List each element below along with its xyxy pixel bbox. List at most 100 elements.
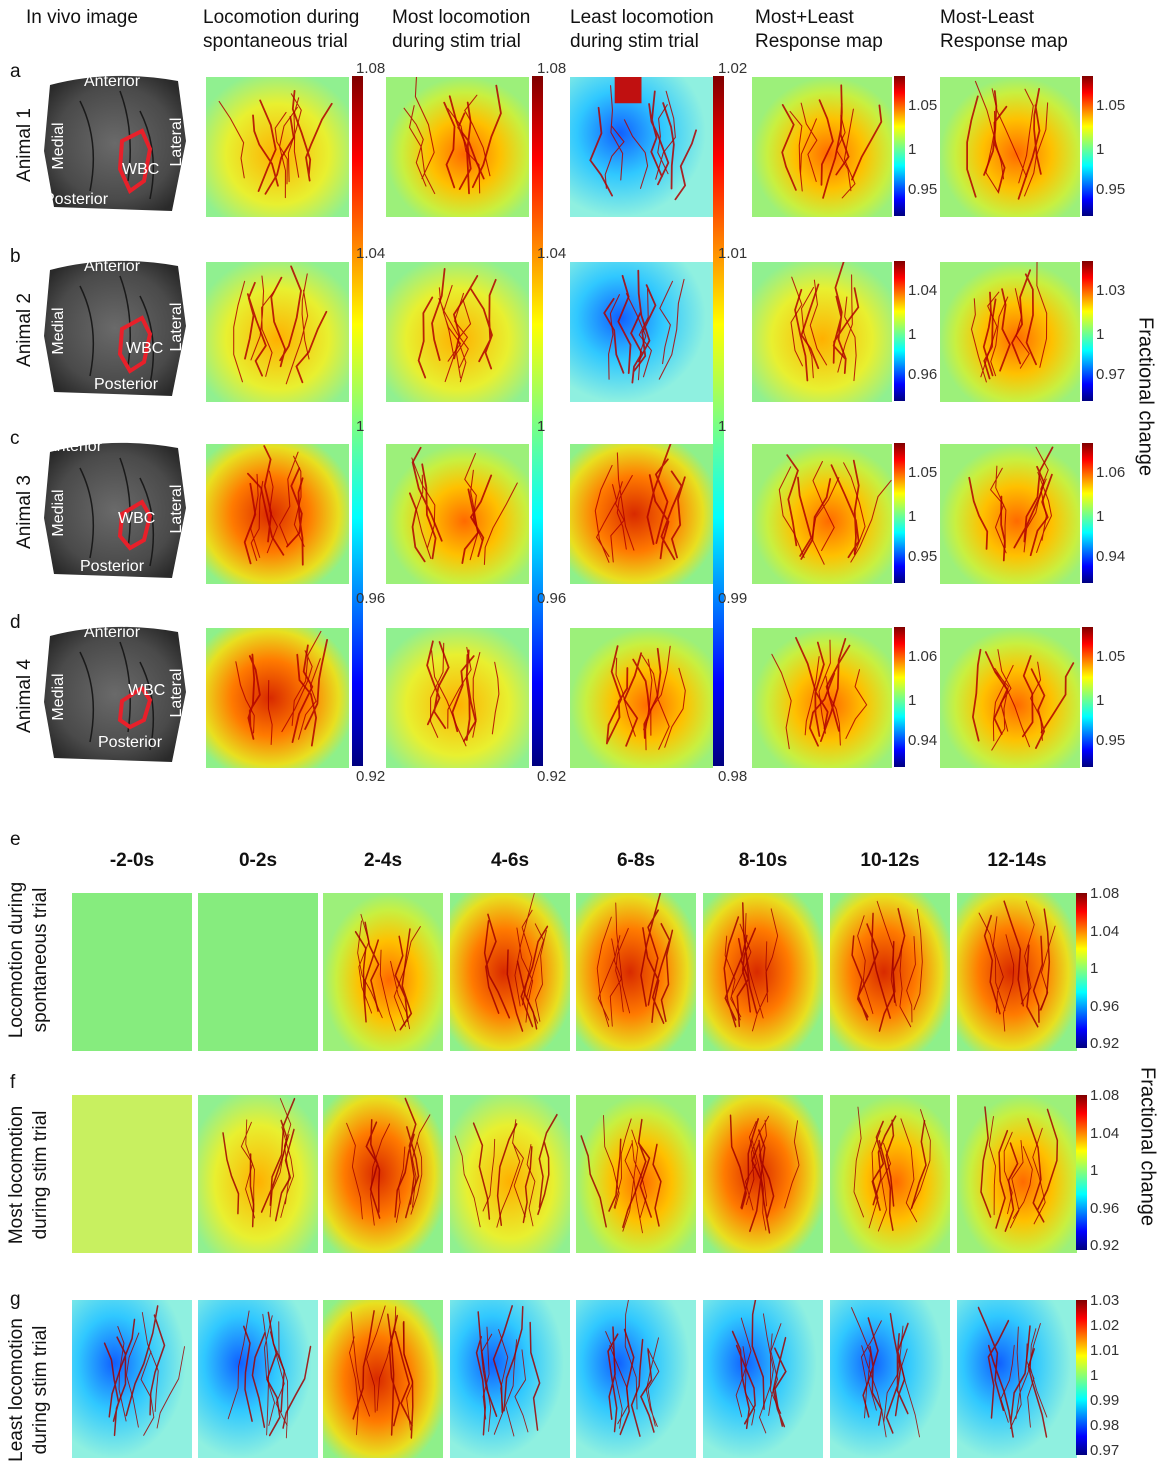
map-most-plus-least-4: [752, 628, 892, 768]
colorbar-mml-1-tick: 0.95: [1096, 181, 1126, 198]
fractional-change-label-top: Fractional change: [1134, 317, 1157, 476]
map-most-2: [386, 262, 529, 402]
colorbar_least-tick: 0.98: [718, 768, 748, 785]
colorbar_e-tick: 1: [1090, 960, 1099, 977]
time-label-5: 8-10s: [738, 850, 788, 871]
panel-letter-a: a: [10, 61, 21, 82]
colorbar_spont-tick: 0.96: [356, 590, 386, 607]
timeseries-map-e-0: [72, 893, 192, 1051]
map-least-2: [570, 262, 713, 402]
colorbar_g-tick: 0.99: [1090, 1392, 1120, 1409]
colorbar-mml-4-tick: 1.05: [1096, 648, 1126, 665]
colorbar_most-tick: 1.08: [537, 60, 567, 77]
colorbar-mml-4-tick: 1: [1096, 692, 1105, 709]
in-vivo-anterior-label-2: Anterior: [84, 258, 141, 275]
timeseries-map-e-4: [576, 893, 696, 1051]
time-label-0: -2-0s: [109, 850, 155, 871]
colorbar_f-tick: 0.96: [1090, 1200, 1120, 1217]
map-most-plus-least-3: [752, 444, 892, 584]
colorbar-mml-1-tick: 1.05: [1096, 97, 1126, 114]
in-vivo-wbc-label-2: WBC: [126, 340, 164, 357]
panel-letter-d: d: [10, 612, 21, 633]
in-vivo-image-4: [40, 622, 190, 764]
in-vivo-medial-label-2: Medial: [50, 307, 67, 355]
timeseries-map-e-6: [830, 893, 950, 1051]
in-vivo-posterior-label-3: Posterior: [80, 558, 145, 575]
timeseries-map-f-6: [830, 1095, 950, 1253]
colorbar-mml-1-tick: 1: [1096, 141, 1105, 158]
colorbar_spont-tick: 0.92: [356, 768, 386, 785]
colorbar_least-tick: 1: [718, 418, 727, 435]
colorbar-most: [532, 76, 543, 766]
timeseries-map-f-4: [576, 1095, 696, 1253]
in-vivo-anterior-label-3: Anterior: [46, 438, 103, 455]
panel-letter-e: e: [10, 829, 21, 850]
in-vivo-anterior-label-1: Anterior: [84, 73, 141, 90]
colorbar-mpl-4-tick: 1: [908, 692, 917, 709]
time-label-1: 0-2s: [238, 850, 278, 871]
colorbar-spontaneous: [352, 76, 363, 766]
colorbar-mml-3: [1082, 443, 1093, 583]
timeseries-map-f-7: [957, 1095, 1077, 1253]
colorbar-mml-2: [1082, 261, 1093, 401]
colorbar_most-tick: 0.92: [537, 768, 567, 785]
in-vivo-lateral-label-3: Lateral: [168, 484, 185, 534]
colorbar-mpl-3-tick: 0.95: [908, 548, 938, 565]
in-vivo-posterior-label-2: Posterior: [94, 376, 159, 393]
map-most-minus-least-1: [940, 77, 1080, 217]
timeseries-map-e-7: [957, 893, 1077, 1051]
colorbar-mpl-1-tick: 1.05: [908, 97, 938, 114]
map-spontaneous-1: [206, 77, 349, 217]
fractional-change-label-bottom: Fractional change: [1136, 1067, 1159, 1226]
colorbar_f-tick: 1.04: [1090, 1125, 1120, 1142]
colorbar_e-tick: 0.96: [1090, 998, 1120, 1015]
colorbar_f-tick: 1.08: [1090, 1087, 1120, 1104]
timeseries-map-f-2: [323, 1095, 443, 1253]
timeseries-map-g-3: [450, 1300, 570, 1458]
panel-letter-f: f: [10, 1072, 16, 1093]
colorbar-mpl-2-tick: 1.04: [908, 282, 938, 299]
colorbar-mpl-1: [894, 76, 905, 216]
colorbar_g-tick: 0.97: [1090, 1442, 1120, 1459]
map-most-4: [386, 628, 529, 768]
in-vivo-lateral-label-1: Lateral: [168, 117, 185, 167]
row-label-animal-4: Animal 4: [14, 659, 35, 733]
in-vivo-image-3: [40, 438, 190, 580]
timeseries-map-g-0: [72, 1300, 192, 1458]
timeseries-map-e-1: [198, 893, 318, 1051]
colorbar_most-tick: 0.96: [537, 590, 567, 607]
colorbar_spont-tick: 1: [356, 418, 365, 435]
timeseries-map-g-6: [830, 1300, 950, 1458]
colorbar-mml-2-tick: 0.97: [1096, 366, 1126, 383]
map-most-plus-least-2: [752, 262, 892, 402]
colorbar-mml-1: [1082, 76, 1093, 216]
in-vivo-image-1: [40, 71, 190, 213]
colorbar_most-tick: 1.04: [537, 245, 567, 262]
in-vivo-wbc-label-1: WBC: [122, 161, 160, 178]
timeseries-map-e-5: [703, 893, 823, 1051]
colorbar_f-tick: 1: [1090, 1162, 1099, 1179]
colorbar_g-tick: 0.98: [1090, 1417, 1120, 1434]
time-label-3: 4-6s: [490, 850, 530, 871]
colorbar_spont-tick: 1.04: [356, 245, 386, 262]
time-label-6: 10-12s: [860, 850, 920, 871]
colorbar_g-tick: 1.01: [1090, 1342, 1120, 1359]
colorbar_least-tick: 0.99: [718, 590, 748, 607]
in-vivo-image-2: [40, 256, 190, 398]
colorbar-mpl-1-tick: 0.95: [908, 181, 938, 198]
in-vivo-posterior-label-1: Posterior: [44, 191, 109, 208]
in-vivo-wbc-label-4: WBC: [128, 682, 166, 699]
map-least-3: [570, 444, 713, 584]
colorbar-mpl-3-tick: 1.05: [908, 464, 938, 481]
timeseries-map-e-2: [323, 893, 443, 1051]
timeseries-map-f-0: [72, 1095, 192, 1253]
colorbar-mpl-4-tick: 1.06: [908, 648, 938, 665]
colorbar-mpl-4-tick: 0.94: [908, 732, 938, 749]
timeseries-map-f-5: [703, 1095, 823, 1253]
header-most-plus-least: Most+Least Response map: [755, 7, 883, 52]
in-vivo-wbc-label-3: WBC: [118, 510, 156, 527]
map-most-3: [386, 444, 529, 584]
colorbar-mpl-3-tick: 1: [908, 508, 917, 525]
colorbar-mpl-4: [894, 627, 905, 767]
colorbar_least-tick: 1.02: [718, 60, 748, 77]
